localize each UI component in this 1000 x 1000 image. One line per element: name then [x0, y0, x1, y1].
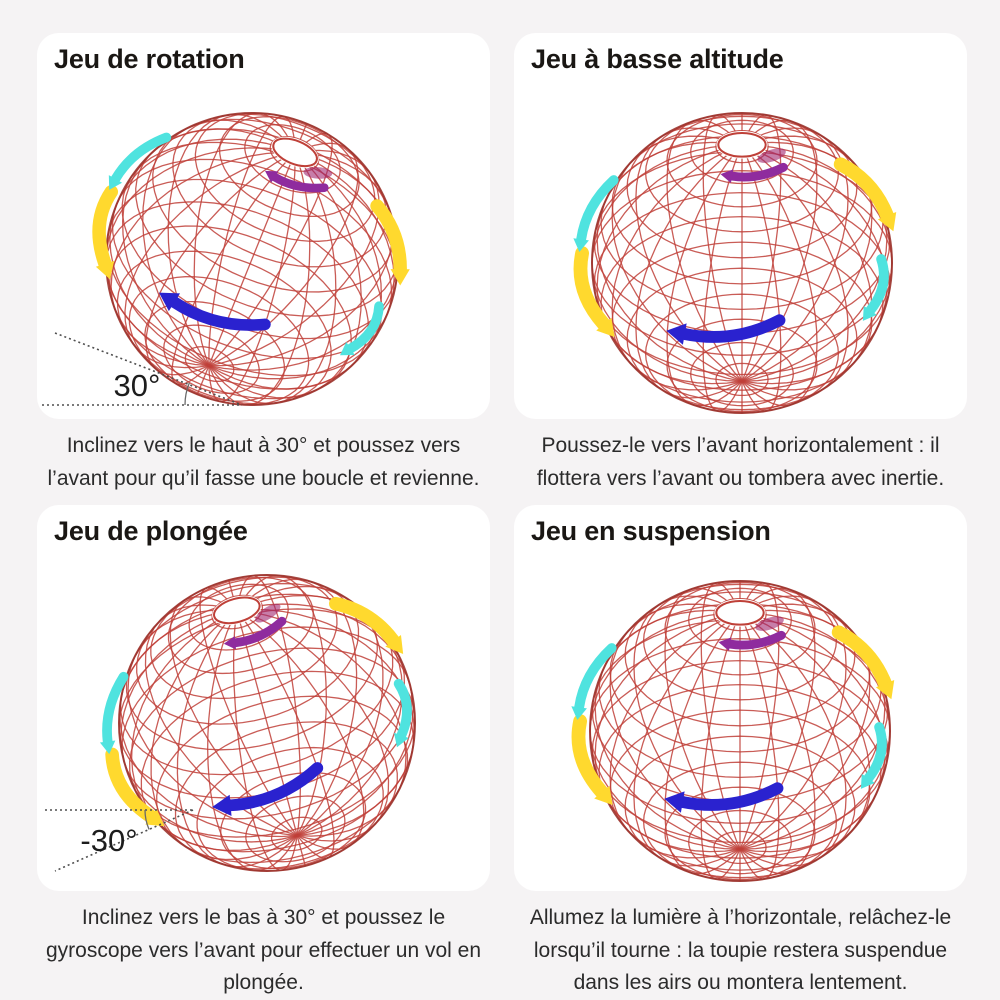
spin-arrow-yellow-left-icon: [92, 184, 119, 280]
panel-caption: Inclinez vers le haut à 30° et poussez v…: [47, 434, 480, 490]
panel-caption-box: Inclinez vers le haut à 30° et poussez v…: [37, 419, 490, 505]
panel-caption-box: Poussez-le vers l’avant horizontalement …: [514, 419, 967, 505]
push-arrow-blue-icon: [666, 314, 786, 345]
spin-arrow-yellow-upper-right-icon: [329, 596, 404, 654]
push-arrow-blue-icon: [212, 761, 324, 816]
panel-rotation: Jeu de rotation 30° Inclinez vers le hau…: [37, 33, 490, 505]
angle-annotation: 30°: [42, 331, 243, 406]
gyroscope-sphere-illustration: [514, 547, 967, 889]
gyroscope-sphere-illustration: [514, 75, 967, 417]
push-arrow-blue-icon: [664, 782, 784, 813]
sphere-wireframe: [591, 111, 893, 414]
card-plongee: Jeu de plongée -30°: [37, 505, 490, 891]
gyroscope-illustration: -30°: [45, 573, 416, 872]
push-arrow-blue-icon: [158, 292, 271, 331]
card-suspension: Jeu en suspension: [514, 505, 967, 891]
sphere-rotated-group: [92, 111, 410, 406]
spin-arrow-yellow-upper-right-icon: [831, 625, 895, 699]
panel-suspension: Jeu en suspension Allumez la lumière à l…: [514, 505, 967, 1000]
spin-arrow-yellow-upper-right-icon: [370, 198, 410, 286]
sphere-rotated-group: [571, 579, 895, 882]
spin-arrow-cyan-right-icon: [393, 678, 412, 747]
gyroscope-illustration: 30°: [42, 111, 410, 406]
spin-arrow-cyan-upper-left-icon: [108, 132, 172, 190]
spin-arrow-cyan-upper-left-icon: [99, 671, 129, 754]
card-rotation: Jeu de rotation 30°: [37, 33, 490, 419]
panel-caption-box: Inclinez vers le bas à 30° et poussez le…: [37, 891, 490, 1000]
spin-arrow-cyan-upper-left-icon: [573, 174, 619, 252]
gyroscope-sphere-illustration: -30°: [37, 547, 490, 889]
angle-label: -30°: [80, 823, 137, 858]
panel-title: Jeu de plongée: [54, 516, 248, 546]
panel-caption-box: Allumez la lumière à l’horizontale, relâ…: [514, 891, 967, 1000]
panel-caption: Poussez-le vers l’avant horizontalement …: [536, 434, 945, 490]
spin-arrow-yellow-upper-right-icon: [833, 157, 897, 231]
direction-arrows: [92, 132, 410, 355]
hole-smudge: [757, 148, 786, 163]
sphere-rotated-group: [573, 111, 897, 414]
hole-smudge: [255, 603, 281, 623]
gyroscope-sphere-illustration: 30°: [37, 75, 490, 417]
hole-smudge: [755, 616, 784, 631]
top-arrow-purple-icon: [720, 162, 788, 183]
spin-arrow-cyan-right-icon: [860, 721, 887, 789]
gyroscope-illustration: [573, 111, 897, 414]
sphere-wireframe: [589, 579, 891, 882]
sphere-wireframe: [105, 111, 399, 406]
angle-label: 30°: [114, 368, 161, 403]
spin-arrow-cyan-right-icon: [862, 253, 889, 321]
panel-title: Jeu de rotation: [54, 44, 245, 74]
top-arrow-purple-icon: [223, 616, 287, 650]
top-arrow-purple-icon: [265, 170, 329, 193]
panel-plongee: Jeu de plongée -30° Inclinez vers le bas…: [37, 505, 490, 1000]
spin-arrow-yellow-left-icon: [573, 245, 615, 337]
direction-arrows: [573, 157, 897, 345]
sphere-wireframe: [118, 573, 416, 872]
top-arrow-purple-icon: [718, 630, 786, 651]
gyroscope-illustration: [571, 579, 895, 882]
angle-annotation: -30°: [45, 808, 194, 872]
panel-title: Jeu à basse altitude: [531, 44, 784, 74]
panel-caption: Allumez la lumière à l’horizontale, relâ…: [529, 906, 952, 995]
panel-caption: Inclinez vers le bas à 30° et poussez le…: [45, 906, 482, 995]
hole-smudge: [303, 166, 333, 179]
panel-basse-altitude: Jeu à basse altitude Poussez-le vers l’a…: [514, 33, 967, 505]
spin-arrow-yellow-left-icon: [571, 713, 613, 805]
spin-arrow-cyan-right-icon: [340, 301, 384, 355]
card-basse-altitude: Jeu à basse altitude: [514, 33, 967, 419]
sphere-rotated-group: [99, 573, 416, 872]
direction-arrows: [571, 625, 895, 813]
panel-title: Jeu en suspension: [531, 516, 771, 546]
spin-arrow-cyan-upper-left-icon: [571, 642, 617, 720]
